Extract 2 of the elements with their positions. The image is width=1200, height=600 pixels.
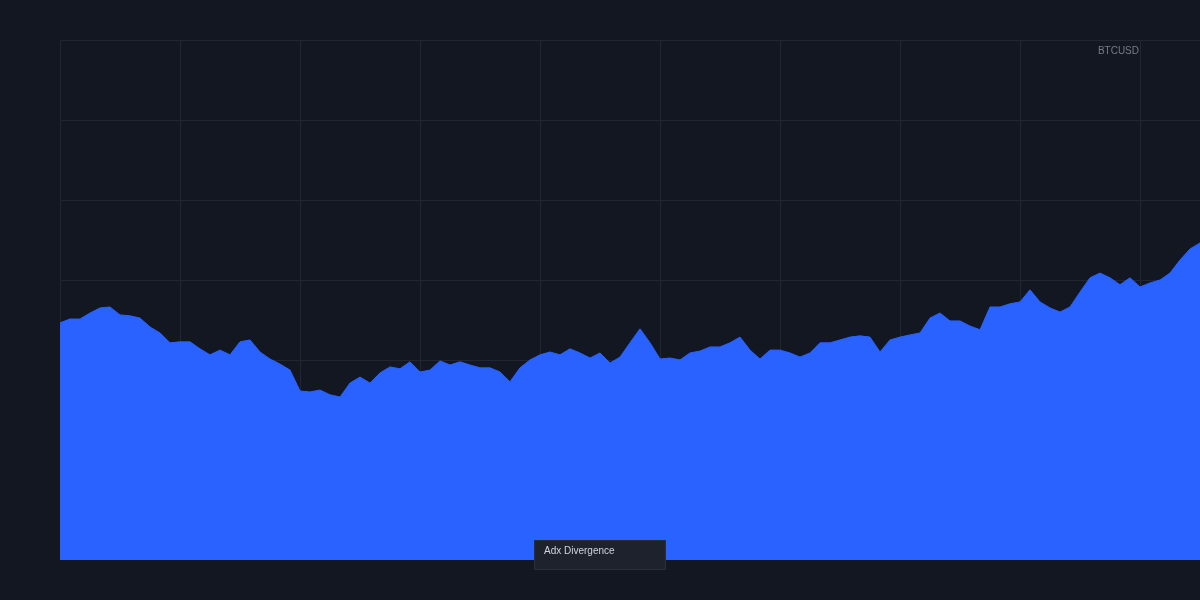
annotation: Adx Divergence bbox=[544, 545, 615, 557]
text: BTCUSD bbox=[1097, 45, 1139, 57]
